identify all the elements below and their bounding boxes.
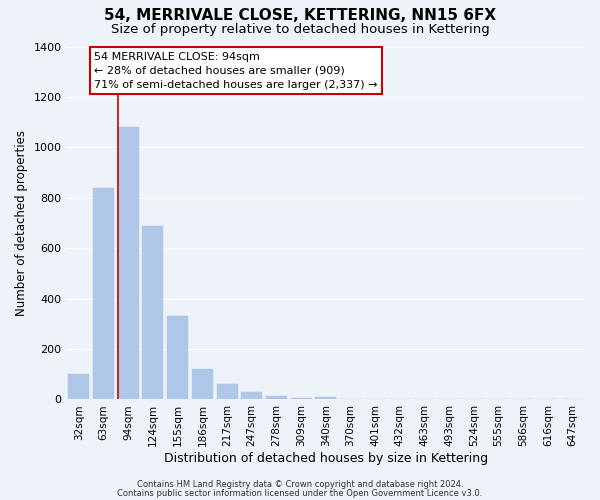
Bar: [68, 374, 89, 400]
Y-axis label: Number of detached properties: Number of detached properties: [15, 130, 28, 316]
Bar: [290, 398, 311, 400]
Bar: [167, 316, 188, 400]
Text: 54 MERRIVALE CLOSE: 94sqm
← 28% of detached houses are smaller (909)
71% of semi: 54 MERRIVALE CLOSE: 94sqm ← 28% of detac…: [94, 52, 377, 90]
Text: Size of property relative to detached houses in Kettering: Size of property relative to detached ho…: [110, 22, 490, 36]
Bar: [315, 397, 336, 400]
X-axis label: Distribution of detached houses by size in Kettering: Distribution of detached houses by size …: [164, 452, 488, 465]
Text: 54, MERRIVALE CLOSE, KETTERING, NN15 6FX: 54, MERRIVALE CLOSE, KETTERING, NN15 6FX: [104, 8, 496, 22]
Text: Contains HM Land Registry data © Crown copyright and database right 2024.: Contains HM Land Registry data © Crown c…: [137, 480, 463, 489]
Bar: [93, 188, 114, 400]
Bar: [192, 369, 213, 400]
Text: Contains public sector information licensed under the Open Government Licence v3: Contains public sector information licen…: [118, 488, 482, 498]
Bar: [241, 392, 262, 400]
Bar: [217, 384, 238, 400]
Bar: [142, 226, 163, 400]
Bar: [118, 127, 139, 400]
Bar: [266, 396, 287, 400]
